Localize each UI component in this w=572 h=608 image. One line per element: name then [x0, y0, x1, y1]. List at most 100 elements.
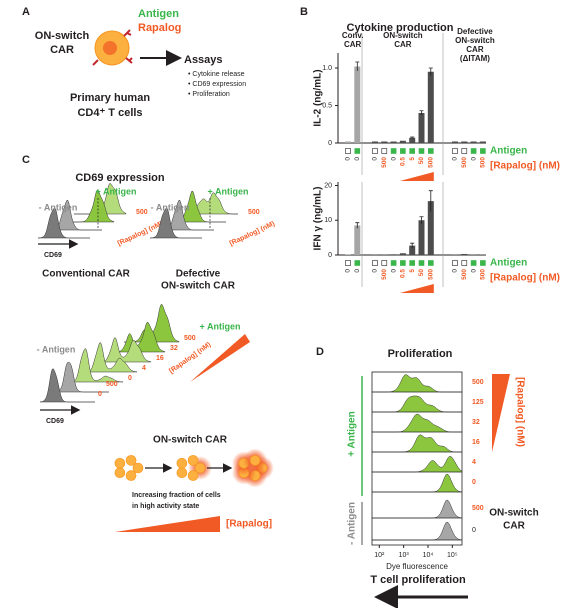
x-tick-label: 10⁴: [423, 552, 434, 559]
antigen-box: [461, 148, 468, 154]
rapalog-level: 500: [248, 209, 260, 216]
rapalog-wedge: [115, 516, 220, 532]
group-label: (ΔITAM): [460, 54, 490, 63]
antigen-box: [427, 148, 434, 154]
bar: [461, 253, 468, 255]
antigen-legend: Antigen: [490, 146, 527, 157]
antigen-box: [354, 148, 361, 154]
error-bar: [419, 110, 424, 116]
rapalog-level: 32: [170, 345, 178, 352]
group-label: CAR: [394, 40, 412, 49]
antigen-box: [381, 260, 388, 266]
antigen-box: [390, 260, 397, 266]
bar: [354, 225, 361, 255]
bar: [409, 245, 416, 255]
rapalog-level: 500: [184, 335, 196, 342]
cell-icon: [176, 467, 188, 479]
rapalog-label: 0: [354, 269, 361, 273]
rapalog-level: 4: [472, 459, 476, 466]
rapalog-label: 0: [470, 269, 477, 273]
rapalog-level: 500: [472, 379, 484, 386]
bar: [399, 140, 406, 143]
rapalog-level: 0: [472, 479, 476, 486]
receptor-icon: [92, 29, 133, 66]
rapalog-label: 500: [480, 269, 487, 280]
bar: [390, 254, 397, 255]
condition-label: Defective: [176, 269, 221, 280]
panel-title: CD69 expression: [75, 172, 165, 184]
histogram: [37, 207, 90, 239]
rapalog-level: 32: [472, 419, 480, 426]
y-tick-label: 1.0: [322, 65, 332, 72]
cell-icon: [194, 462, 206, 474]
minus-antigen-label: - Antigen: [37, 344, 76, 354]
cell-type: Primary human: [70, 92, 150, 104]
y-axis-label: IL-2 (ng/mL): [313, 69, 324, 126]
rapalog-legend: [Rapalog] (nM): [490, 161, 560, 172]
group-label: CAR: [344, 40, 362, 49]
error-bar: [355, 61, 360, 71]
antigen-legend: Antigen: [490, 258, 527, 269]
histogram: [81, 342, 138, 373]
rapalog-label: 0: [452, 157, 459, 161]
antigen-box: [345, 260, 351, 266]
cell-nucleus: [103, 41, 117, 55]
rapalog-label: 500: [461, 269, 468, 280]
antigen-box: [480, 148, 486, 154]
condition-label: Conventional CAR: [42, 269, 131, 280]
histogram: [149, 207, 202, 239]
histogram: [95, 337, 152, 363]
histogram: [67, 348, 124, 383]
histogram: [39, 368, 95, 403]
cell-icon: [125, 455, 137, 466]
antigen-box: [461, 260, 468, 266]
error-bar: [410, 136, 415, 139]
plot-frame: [371, 371, 463, 546]
antigen-box: [409, 260, 416, 266]
panel-label: D: [316, 346, 324, 358]
bar: [479, 141, 486, 143]
bar: [452, 141, 458, 143]
group-label: ON-switch: [455, 36, 495, 45]
rapalog-level: 500: [106, 381, 118, 388]
axis-label: CD69: [46, 418, 64, 425]
panel-a: A ON-switch CAR Antigen Rapalog Assays •…: [22, 6, 246, 119]
rapalog-level: 0: [128, 375, 132, 382]
cell-icon: [176, 457, 188, 469]
bar: [409, 137, 416, 143]
antigen-box: [470, 260, 477, 266]
rapalog-level: 500: [472, 505, 484, 512]
cell-icon: [132, 462, 144, 474]
y-tick-label: 10: [324, 217, 332, 224]
bar: [345, 141, 351, 143]
error-bar: [410, 242, 415, 249]
rapalog-label: 0: [390, 269, 397, 273]
plus-antigen-label: + Antigen: [96, 186, 137, 196]
note: in high activity state: [132, 503, 199, 510]
rapalog-legend: [Rapalog] (nM): [490, 273, 560, 284]
condition-label: CAR: [503, 521, 525, 532]
antigen-box: [418, 148, 425, 154]
bar: [470, 141, 477, 143]
antigen-box: [354, 260, 361, 266]
cell-icon: [187, 455, 199, 466]
histogram: [372, 473, 463, 493]
panel-title: Proliferation: [388, 348, 453, 360]
group-label: CAR: [466, 45, 484, 54]
bar: [461, 141, 468, 143]
cell-icon: [187, 470, 199, 481]
panel-label: B: [300, 6, 308, 18]
rapalog-label: 0: [452, 269, 459, 273]
bar: [418, 113, 425, 143]
cell-icon: [125, 470, 137, 481]
rapalog-label: 5: [409, 157, 416, 161]
cell-icon: [114, 457, 126, 469]
antigen-box: [400, 260, 406, 266]
assay-item: • Cytokine release: [188, 71, 245, 78]
error-bar: [419, 216, 424, 224]
antigen-box: [452, 148, 458, 154]
rapalog-label: 50: [418, 269, 425, 277]
antigen-box: [372, 148, 378, 154]
histogram: [372, 413, 462, 433]
rapalog-level: 125: [472, 399, 484, 406]
